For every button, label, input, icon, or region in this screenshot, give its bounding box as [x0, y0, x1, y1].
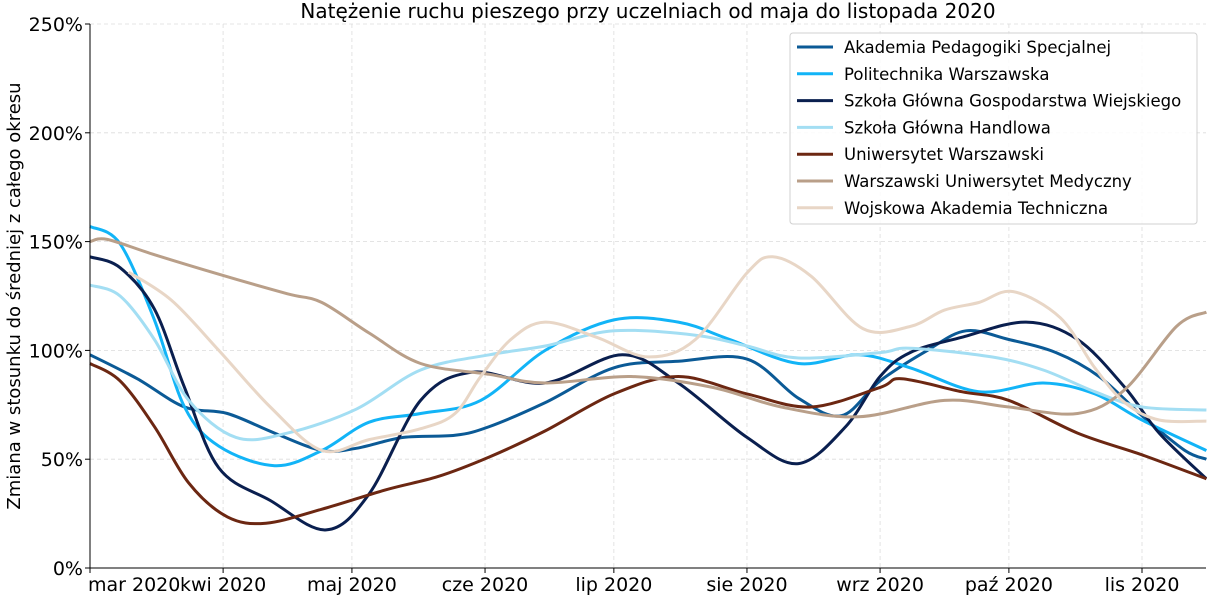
- legend-label: Politechnika Warszawska: [844, 65, 1049, 84]
- series-line-uniwersytet-warszawski: [89, 362, 1207, 526]
- series-lines: [89, 225, 1207, 532]
- x-tick-label: mar 2020: [88, 574, 180, 596]
- legend-label: Szkoła Główna Gospodarstwa Wiejskiego: [844, 92, 1181, 111]
- legend-box: [789, 32, 1198, 225]
- legend-label: Szkoła Główna Handlowa: [844, 118, 1051, 137]
- x-ticks: mar 2020 kwi 2020 maj 2020 cze 2020 lip 2020…: [88, 568, 1179, 596]
- y-axis-label: Zmiana w stosunku do średniej z całego o…: [4, 82, 25, 509]
- legend-label: Uniwersytet Warszawski: [844, 145, 1044, 164]
- grid-lines: [90, 23, 1206, 568]
- y-tick-label: 50%: [41, 449, 83, 471]
- y-tick-label: 0%: [53, 558, 83, 580]
- series-line-szko-a-g-o-wna-gospodarstwa-wiejskiego: [89, 255, 1207, 532]
- x-tick-label: lis 2020: [1105, 574, 1180, 596]
- x-tick-label: lip 2020: [575, 574, 652, 596]
- series-line-wojskowa-akademia-techniczna: [127, 255, 1207, 454]
- legend-label: Warszawski Uniwersytet Medyczny: [844, 172, 1132, 191]
- series-line-szko-a-g-o-wna-handlowa: [89, 283, 1207, 442]
- y-tick-label: 100%: [29, 340, 83, 362]
- y-tick-label: 250%: [29, 14, 83, 36]
- series-line-politechnika-warszawska: [89, 225, 1207, 468]
- x-tick-label: cze 2020: [442, 574, 529, 596]
- x-tick-label: wrz 2020: [836, 574, 924, 596]
- y-tick-label: 150%: [29, 232, 83, 254]
- chart-title: Natężenie ruchu pieszego przy uczelniach…: [300, 0, 995, 23]
- x-tick-label: maj 2020: [307, 574, 397, 596]
- series-line-akademia-pedagogiki-specjalnej: [89, 329, 1207, 461]
- x-tick-label: paź 2020: [965, 574, 1053, 596]
- x-tick-label: sie 2020: [706, 574, 787, 596]
- y-tick-label: 200%: [29, 123, 83, 145]
- legend-label: Akademia Pedagogiki Specjalnej: [844, 38, 1111, 57]
- axes: [89, 24, 1206, 569]
- x-tick-label: kwi 2020: [180, 574, 266, 596]
- series-line-warszawski-uniwersytet-medyczny: [89, 237, 1207, 419]
- legend: Akademia Pedagogiki Specjalnej Politechni…: [789, 32, 1198, 225]
- y-ticks: 0% 50% 100% 150% 200% 250%: [29, 14, 90, 580]
- legend-label: Wojskowa Akademia Techniczna: [844, 199, 1108, 218]
